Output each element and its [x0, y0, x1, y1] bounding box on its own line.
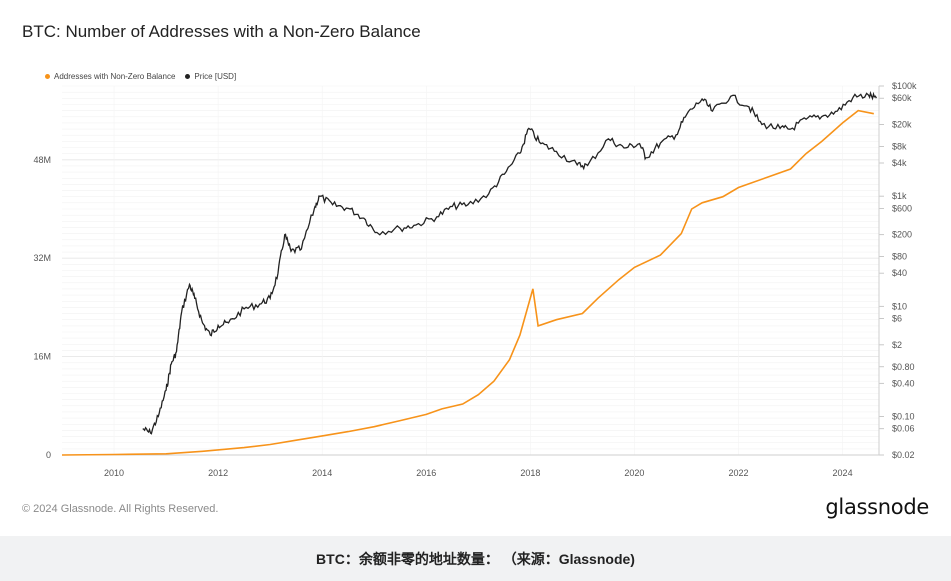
right-tick-label: $2	[892, 340, 902, 350]
copyright-footer: © 2024 Glassnode. All Rights Reserved.	[22, 503, 219, 515]
right-tick-label: $0.02	[892, 450, 915, 460]
x-tick-label: 2018	[520, 468, 540, 478]
right-tick-label: $10	[892, 301, 907, 311]
legend-dot-addresses	[45, 74, 50, 79]
grid-lines	[62, 85, 879, 456]
left-tick-label: 0	[46, 450, 51, 460]
chart-legend: Addresses with Non-Zero Balance Price [U…	[45, 72, 236, 81]
legend-dot-price	[185, 74, 191, 79]
left-tick-label: 32M	[33, 253, 51, 263]
series-line-price	[142, 90, 877, 435]
x-tick-label: 2012	[208, 468, 228, 478]
right-tick-label: $20k	[892, 120, 912, 130]
right-tick-label: $0.80	[892, 362, 915, 372]
x-tick-label: 2010	[104, 468, 124, 478]
x-tick-label: 2020	[624, 468, 644, 478]
figure-caption: BTC：余额非零的地址数量： （来源：Glassnode)	[316, 550, 635, 567]
right-tick-label: $4k	[892, 158, 907, 168]
right-tick-label: $200	[892, 230, 912, 240]
right-tick-label: $0.10	[892, 411, 915, 421]
x-axis-ticks: 2010 2012 2014 2016 2018 2020 2022 2024	[104, 468, 853, 478]
legend-label-addresses: Addresses with Non-Zero Balance	[54, 72, 176, 81]
right-tick-label: $8k	[892, 141, 907, 151]
right-tick-label: $6	[892, 314, 902, 324]
series-line-addresses	[61, 109, 874, 456]
left-tick-label: 48M	[33, 155, 51, 165]
legend-item-addresses[interactable]: Addresses with Non-Zero Balance	[45, 72, 175, 81]
legend-label-price: Price [USD]	[194, 72, 237, 81]
right-tick-label: $40	[892, 268, 907, 278]
x-tick-label: 2024	[833, 468, 853, 478]
glassnode-logo: glassnode	[825, 495, 929, 519]
x-tick-label: 2014	[312, 468, 332, 478]
right-axis-ticks: $100k $60k $20k $8k $4k $1k $600 $200 $80 $40 $10 $…	[879, 81, 917, 460]
right-tick-label: $0.40	[892, 378, 915, 388]
legend-item-price[interactable]: Price [USD]	[185, 72, 236, 81]
right-tick-label: $0.06	[892, 424, 915, 434]
left-axis-ticks: 0 16M 32M 48M	[33, 155, 51, 460]
chart-card: BTC: Number of Addresses with a Non-Zero…	[0, 0, 951, 536]
right-tick-label: $1k	[892, 191, 907, 201]
chart-title: BTC: Number of Addresses with a Non-Zero…	[22, 22, 421, 41]
right-tick-label: $60k	[892, 93, 912, 103]
right-tick-label: $100k	[892, 81, 917, 91]
x-tick-label: 2022	[728, 468, 748, 478]
x-tick-label: 2016	[416, 468, 436, 478]
right-tick-label: $600	[892, 203, 912, 213]
left-tick-label: 16M	[33, 352, 51, 362]
right-tick-label: $80	[892, 252, 907, 262]
